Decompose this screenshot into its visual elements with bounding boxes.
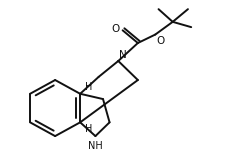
Text: H: H xyxy=(84,82,92,92)
Text: O: O xyxy=(156,36,164,46)
Text: NH: NH xyxy=(88,141,102,151)
Text: N: N xyxy=(119,50,127,60)
Text: H: H xyxy=(84,124,92,135)
Text: O: O xyxy=(111,24,119,34)
